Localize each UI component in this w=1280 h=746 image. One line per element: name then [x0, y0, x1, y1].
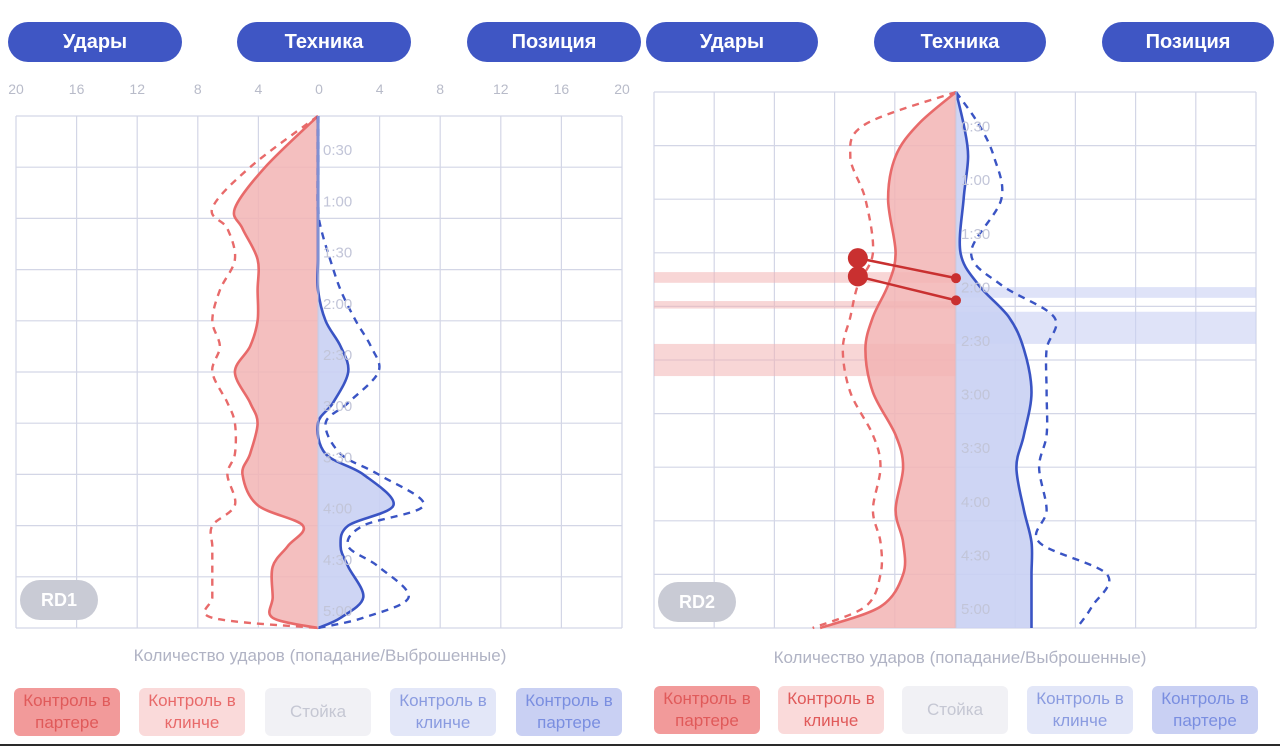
legend-standing[interactable]: Стойка [265, 688, 371, 736]
position-band-blue [956, 287, 1256, 298]
legend-ground-control-red[interactable]: Контроль в партере [14, 688, 120, 736]
thrown-line-blue [955, 91, 1111, 629]
time-label: 3:00 [323, 398, 352, 415]
round-2-chart: 0:30 1:00 1:30 2:00 2:30 3:00 3:30 4:00 4:30 5:00 [653, 90, 1257, 630]
thrown-line-red [812, 90, 957, 630]
x-tick-label: 20 [8, 81, 24, 97]
tab-bar: Удары Техника Позиция [0, 22, 641, 66]
time-label: 1:00 [961, 172, 990, 189]
landed-line-red [232, 115, 319, 630]
time-label: 4:00 [323, 501, 352, 518]
x-tick-label: 16 [554, 81, 570, 97]
landed-area-red [820, 92, 956, 628]
x-axis-label: Количество ударов (попадание/Выброшенные… [133, 646, 507, 665]
x-axis-label: Количество ударов (попадание/Выброшенные… [773, 648, 1147, 667]
round-2-panel: Удары Техника Позиция 0:30 1:00 1:30 2:00 2:… [640, 0, 1280, 746]
tab-technique[interactable]: Техника [237, 22, 411, 62]
time-label: 0:30 [961, 119, 990, 136]
x-tick-label: 8 [194, 81, 202, 97]
x-tick-label: 4 [376, 81, 384, 97]
time-label: 4:30 [323, 552, 352, 569]
position-band-red [654, 301, 956, 309]
event-marker[interactable] [847, 248, 868, 269]
time-label: 4:00 [961, 494, 990, 511]
tab-bar: Удары Техника Позиция [640, 22, 1280, 66]
event-marker-end [951, 295, 961, 306]
time-label: 2:30 [961, 333, 990, 350]
bottom-border [0, 744, 1280, 746]
time-label: 4:30 [961, 547, 990, 564]
tab-strikes[interactable]: Удары [646, 22, 818, 62]
x-tick-label: 8 [436, 81, 444, 97]
legend-ground-control-blue[interactable]: Контроль в партере [1152, 686, 1258, 734]
time-label: 3:30 [961, 440, 990, 457]
legend-standing[interactable]: Стойка [902, 686, 1008, 734]
legend: Контроль в партере Контроль в клинче Сто… [0, 688, 640, 738]
x-tick-label: 0 [315, 81, 323, 97]
time-label: 5:00 [323, 603, 352, 620]
legend: Контроль в партере Контроль в клинче Сто… [640, 686, 1280, 738]
tab-technique[interactable]: Техника [874, 22, 1046, 62]
round-1-panel: Удары Техника Позиция 20 16 12 8 4 0 4 8 12 16 20 0… [0, 22, 641, 738]
legend-clinch-control-blue[interactable]: Контроль в клинче [1027, 686, 1133, 734]
legend-clinch-control-red[interactable]: Контроль в клинче [778, 686, 884, 734]
position-band-red [654, 272, 956, 283]
time-label: 1:30 [961, 226, 990, 243]
x-tick-label: 12 [129, 81, 145, 97]
landed-line-blue [954, 91, 1034, 628]
event-marker-line [857, 256, 957, 280]
round-badge: RD2 [658, 582, 736, 622]
landed-area-blue [317, 116, 394, 628]
round-badge: RD1 [20, 580, 98, 620]
time-label: 1:30 [323, 245, 352, 262]
round-1-chart: 20 16 12 8 4 0 4 8 12 16 20 0:30 1:00 1:30 2:00 2:30 3:0… [8, 81, 630, 630]
thrown-line-blue [316, 116, 425, 630]
event-marker[interactable] [847, 266, 868, 287]
time-label: 0:30 [323, 142, 352, 159]
legend-clinch-control-blue[interactable]: Контроль в клинче [390, 688, 496, 736]
x-tick-label: 4 [255, 81, 263, 97]
event-marker-line [857, 275, 957, 302]
time-label: 3:30 [323, 449, 352, 466]
landed-area-blue [956, 92, 1033, 628]
thrown-line-red [203, 115, 319, 630]
event-marker-end [951, 273, 961, 284]
x-tick-label: 16 [69, 81, 85, 97]
tab-position[interactable]: Позиция [1102, 22, 1274, 62]
landed-line-red [819, 91, 957, 630]
legend-ground-control-blue[interactable]: Контроль в партере [516, 688, 622, 736]
time-label: 2:00 [961, 279, 990, 296]
tab-position[interactable]: Позиция [467, 22, 641, 62]
x-tick-label: 12 [493, 81, 509, 97]
time-label: 3:00 [961, 387, 990, 404]
x-tick-label: 20 [614, 81, 630, 97]
landed-area-red [233, 116, 318, 628]
time-label: 2:00 [323, 296, 352, 313]
tab-strikes[interactable]: Удары [8, 22, 182, 62]
time-label: 5:00 [961, 601, 990, 618]
time-label: 2:30 [323, 347, 352, 364]
time-label: 1:00 [323, 193, 352, 210]
legend-clinch-control-red[interactable]: Контроль в клинче [139, 688, 245, 736]
legend-ground-control-red[interactable]: Контроль в партере [654, 686, 760, 734]
